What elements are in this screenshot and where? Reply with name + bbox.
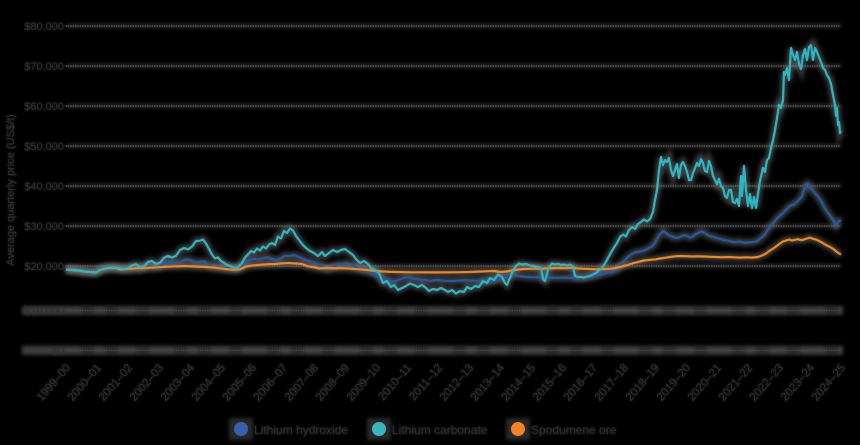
svg-text:$10,000: $10,000: [24, 306, 64, 318]
svg-text:$10,000: $10,000: [24, 306, 64, 318]
svg-text:$0: $0: [52, 345, 64, 357]
svg-text:$80,000: $80,000: [24, 21, 64, 33]
svg-text:$70,000: $70,000: [24, 61, 64, 73]
svg-text:$20,000: $20,000: [24, 261, 64, 273]
svg-text:$30,000: $30,000: [24, 221, 64, 233]
svg-text:$60,000: $60,000: [24, 101, 64, 113]
svg-text:Lithium carbonate: Lithium carbonate: [392, 423, 488, 437]
svg-text:Average quarterly price (US$/t: Average quarterly price (US$/t): [5, 114, 17, 265]
svg-text:Lithium carbonate: Lithium carbonate: [392, 423, 488, 437]
svg-text:$40,000: $40,000: [24, 181, 64, 193]
svg-text:Average quarterly price (US$/t: Average quarterly price (US$/t): [5, 114, 17, 265]
svg-text:$40,000: $40,000: [24, 181, 64, 193]
svg-text:Spodumene ore: Spodumene ore: [531, 423, 617, 437]
svg-text:$0: $0: [52, 345, 64, 357]
svg-text:Lithium hydroxide: Lithium hydroxide: [254, 423, 348, 437]
svg-text:$30,000: $30,000: [24, 221, 64, 233]
svg-text:$80,000: $80,000: [24, 21, 64, 33]
svg-text:Spodumene ore: Spodumene ore: [531, 423, 617, 437]
svg-text:$20,000: $20,000: [24, 261, 64, 273]
svg-text:Lithium hydroxide: Lithium hydroxide: [254, 423, 348, 437]
svg-text:$50,000: $50,000: [24, 141, 64, 153]
svg-text:$60,000: $60,000: [24, 101, 64, 113]
svg-text:$70,000: $70,000: [24, 61, 64, 73]
svg-text:$50,000: $50,000: [24, 141, 64, 153]
